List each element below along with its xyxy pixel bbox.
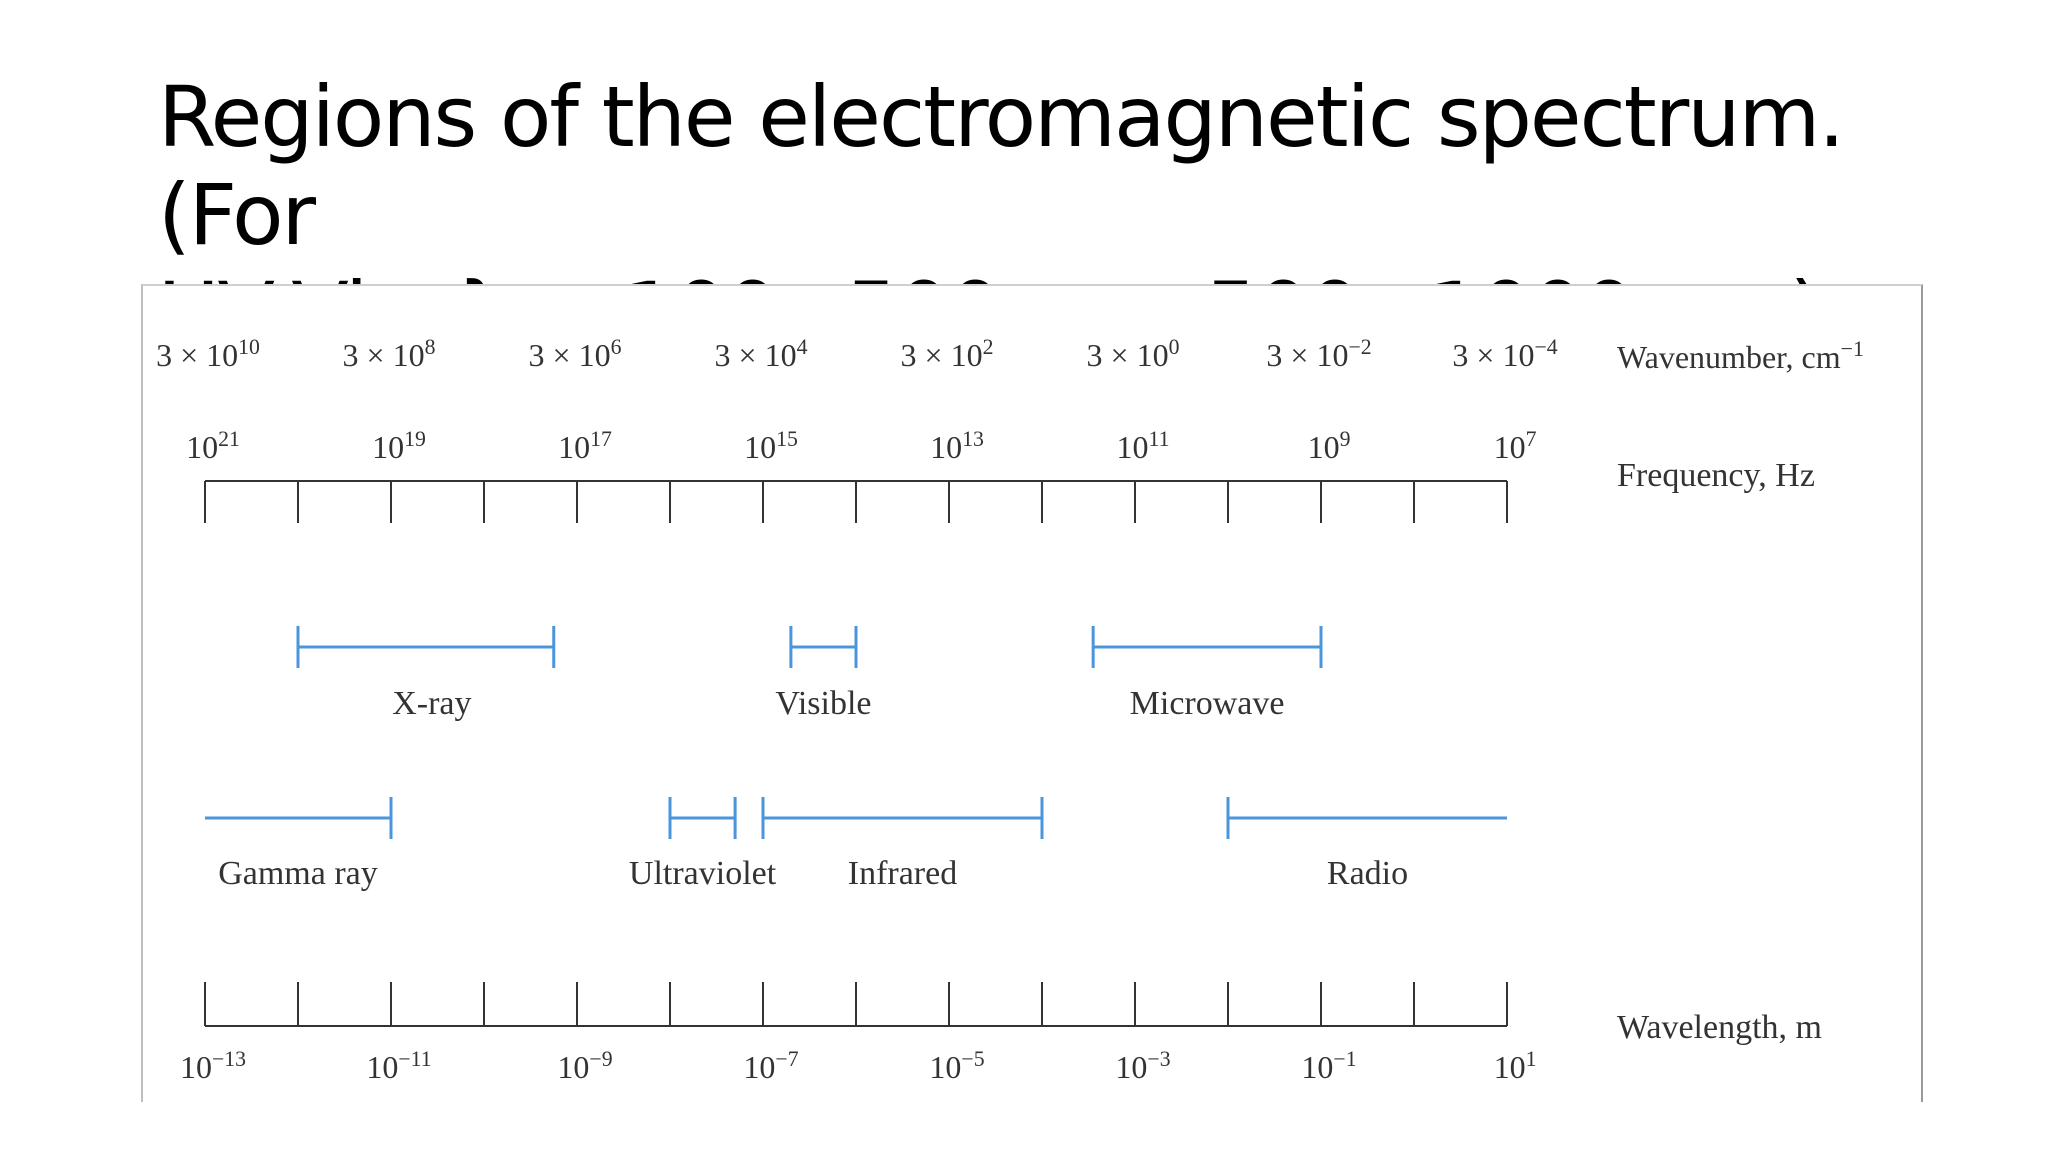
frequency-tick-label: 1021	[186, 427, 240, 465]
wavelength-tick-label: 10−13	[180, 1047, 246, 1085]
wavelength-tick-label: 10−7	[743, 1047, 798, 1085]
spectrum-diagram: 3 × 1010 3 × 108 3 × 106 3 × 104 3 × 102 3 × …	[156, 335, 1864, 1085]
region-label: Ultraviolet	[629, 855, 777, 892]
frequency-tick-label: 1015	[744, 427, 798, 465]
region-label: Microwave	[1130, 685, 1285, 722]
frequency-tick-label: 109	[1308, 427, 1351, 465]
frequency-tick-label: 1019	[372, 427, 426, 465]
wavenumber-tick-label: 3 × 1010	[156, 335, 260, 373]
wavelength-tick-label: 10−5	[929, 1047, 984, 1085]
wavenumber-tick-label: 3 × 10−4	[1452, 335, 1557, 373]
wavelength-tick-label: 10−1	[1301, 1047, 1356, 1085]
spectrum-figure: 3 × 1010 3 × 108 3 × 106 3 × 104 3 × 102 3 × …	[141, 284, 1923, 1102]
frequency-axis-label: Frequency, Hz	[1617, 457, 1815, 494]
wavelength-tick-label: 10−9	[557, 1047, 612, 1085]
wavenumber-axis-label: Wavenumber, cm−1	[1617, 336, 1864, 375]
frequency-tick-label: 1013	[930, 427, 984, 465]
frequency-tick-label: 1017	[558, 427, 612, 465]
region-label: Radio	[1327, 855, 1408, 892]
title-line-1: Regions of the electromagnetic spectrum.…	[158, 68, 1845, 264]
region-label: Visible	[775, 685, 871, 722]
wavenumber-tick-label: 3 × 100	[1087, 335, 1180, 373]
wavenumber-tick-label: 3 × 102	[901, 335, 994, 373]
wavenumber-tick-label: 3 × 108	[343, 335, 436, 373]
frequency-tick-label: 1011	[1117, 427, 1170, 465]
wavelength-tick-label: 101	[1494, 1047, 1537, 1085]
wavenumber-tick-label: 3 × 104	[715, 335, 808, 373]
region-label: Infrared	[848, 855, 957, 892]
region-label: Gamma ray	[218, 855, 378, 892]
wavenumber-tick-label: 3 × 10−2	[1266, 335, 1371, 373]
wavenumber-tick-label: 3 × 106	[529, 335, 622, 373]
region-label: X-ray	[392, 685, 471, 722]
frequency-tick-label: 107	[1494, 427, 1537, 465]
wavelength-tick-label: 10−11	[366, 1047, 431, 1085]
wavelength-axis-label: Wavelength, m	[1617, 1009, 1822, 1046]
wavelength-tick-label: 10−3	[1115, 1047, 1170, 1085]
